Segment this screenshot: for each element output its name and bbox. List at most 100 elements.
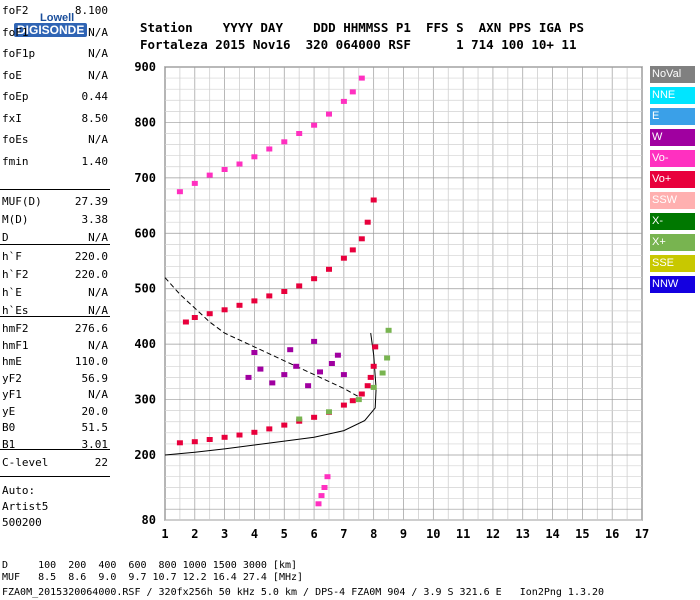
data-point <box>324 474 331 480</box>
data-point <box>266 293 273 299</box>
data-point <box>318 493 325 499</box>
data-point <box>251 154 258 160</box>
header-labels: Station YYYY DAY DDD HHMMSS P1 FFS S AXN… <box>140 20 585 35</box>
param-value: 220.0 <box>74 250 108 263</box>
x-tick-label: 14 <box>545 527 559 541</box>
y-tick-label: 400 <box>134 337 156 351</box>
data-point <box>266 146 273 152</box>
data-point <box>191 180 198 186</box>
data-point <box>364 383 371 389</box>
legend-x: X- <box>650 213 695 230</box>
data-point <box>245 374 252 380</box>
footer-info: FZA0M_2015320064000.RSF / 320fx256h 50 k… <box>2 587 605 598</box>
param-value: 27.39 <box>74 195 108 208</box>
data-point <box>191 315 198 320</box>
param-hmf2: hmF2 276.6 <box>2 322 108 337</box>
legend-sse: SSE <box>650 255 695 272</box>
data-point <box>370 384 377 390</box>
logo-digisonde: DIGISONDE <box>14 23 88 37</box>
param-value: 3.01 <box>81 437 109 451</box>
data-point <box>305 383 312 389</box>
data-point <box>364 219 371 225</box>
data-point <box>326 266 332 272</box>
x-tick-label: 13 <box>516 527 530 541</box>
y-tick-label: 500 <box>134 282 156 296</box>
data-point <box>358 75 365 81</box>
data-point <box>191 439 198 445</box>
data-point <box>311 414 318 420</box>
param-label: B1 <box>2 437 16 451</box>
param-fmin: fmin 1.40 <box>2 155 108 170</box>
param-label: yF1 <box>2 388 22 401</box>
x-tick-label: 2 <box>191 527 198 541</box>
legend-nnw: NNW <box>650 276 695 293</box>
param-mufd: MUF(D) 27.39 <box>2 195 108 210</box>
param-foe: foE N/A <box>2 69 108 84</box>
param-label: hmF1 <box>2 338 29 352</box>
data-point <box>334 352 341 358</box>
data-point <box>182 319 189 325</box>
legend-e: E <box>650 108 695 125</box>
ionogram-chart: 1 2 3 4 5 6 7 8 9 10 11 12 13 14 15 16 17802003004005006… <box>134 60 649 541</box>
param-label: foF1p <box>2 47 36 60</box>
legend-ssw: SSW <box>650 192 695 209</box>
separator <box>0 476 110 477</box>
param-label: fmin <box>2 154 29 168</box>
param-label: h`F <box>2 250 22 263</box>
data-point <box>311 122 318 128</box>
param-fxi: fxI 8.50 <box>2 112 108 127</box>
x-tick-label: 7 <box>340 527 347 541</box>
legend-vo: Vo+ <box>650 171 695 188</box>
data-point <box>281 289 288 294</box>
legend-nne: NNE <box>650 87 695 104</box>
param-value: 8.50 <box>81 111 109 125</box>
param-hf: h`F 220.0 <box>2 250 108 265</box>
param-d: D N/A <box>2 231 108 246</box>
auto-line: Artist5 <box>2 500 49 513</box>
data-point <box>367 374 374 380</box>
parameter-panel: foF2 8.100 foF1 N/A foF1p N/A foE N/A foEp 0.44 fx… <box>0 0 112 540</box>
data-point <box>251 429 258 435</box>
param-value: 220.0 <box>74 268 108 281</box>
data-point <box>340 255 347 261</box>
y-tick-label: 700 <box>134 171 156 185</box>
data-point <box>296 416 303 422</box>
param-label: fxI <box>2 111 22 125</box>
param-value: 1.40 <box>81 154 109 168</box>
y-tick-label: 200 <box>134 448 156 462</box>
data-point <box>287 347 294 353</box>
param-value: 110.0 <box>74 355 108 368</box>
data-point <box>236 302 243 308</box>
data-point <box>221 434 228 440</box>
header-values: Fortaleza 2015 Nov16 320 064000 RSF 1 71… <box>140 37 577 52</box>
param-value: N/A <box>88 286 108 299</box>
param-value: 20.0 <box>81 404 109 418</box>
data-point <box>370 197 377 203</box>
data-point <box>358 391 365 397</box>
x-tick-label: 11 <box>456 527 470 541</box>
data-point <box>251 350 258 355</box>
x-tick-label: 5 <box>281 527 288 541</box>
param-hes: h`Es N/A <box>2 304 108 319</box>
data-point <box>317 369 323 375</box>
param-ye: yE 20.0 <box>2 405 108 420</box>
data-point <box>281 139 288 145</box>
data-point <box>372 344 379 350</box>
auto-line: Auto: <box>2 484 36 497</box>
x-tick-label: 6 <box>310 527 317 541</box>
param-value: 3.38 <box>81 213 109 226</box>
param-value: 8.100 <box>74 4 108 17</box>
param-label: h`Es <box>2 304 29 317</box>
param-yf1: yF1 N/A <box>2 388 108 403</box>
data-point <box>281 372 288 378</box>
data-point <box>340 402 347 408</box>
param-value: 56.9 <box>81 371 109 385</box>
data-point <box>370 363 377 369</box>
param-b0: B0 51.5 <box>2 421 108 436</box>
param-label: foF1 <box>2 25 29 39</box>
param-label: foF2 <box>2 4 29 17</box>
legend-x: X+ <box>650 234 695 251</box>
x-tick-label: 17 <box>635 527 649 541</box>
param-label: foE <box>2 68 22 82</box>
x-tick-label: 1 <box>161 527 168 541</box>
